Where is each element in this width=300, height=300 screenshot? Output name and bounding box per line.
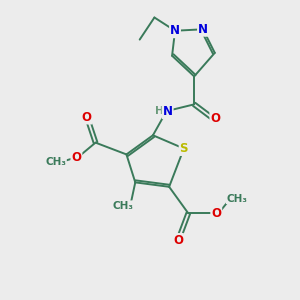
- Text: H: H: [155, 106, 164, 116]
- Text: N: N: [198, 23, 208, 36]
- Text: CH₃: CH₃: [226, 194, 248, 204]
- Text: O: O: [71, 151, 81, 164]
- Text: N: N: [170, 24, 180, 37]
- Text: N: N: [163, 105, 173, 118]
- Text: O: O: [210, 112, 220, 125]
- Text: CH₃: CH₃: [45, 157, 66, 167]
- Text: O: O: [211, 207, 221, 220]
- Text: O: O: [173, 234, 183, 247]
- Text: S: S: [180, 142, 188, 155]
- Text: O: O: [82, 110, 92, 124]
- Text: CH₃: CH₃: [113, 201, 134, 211]
